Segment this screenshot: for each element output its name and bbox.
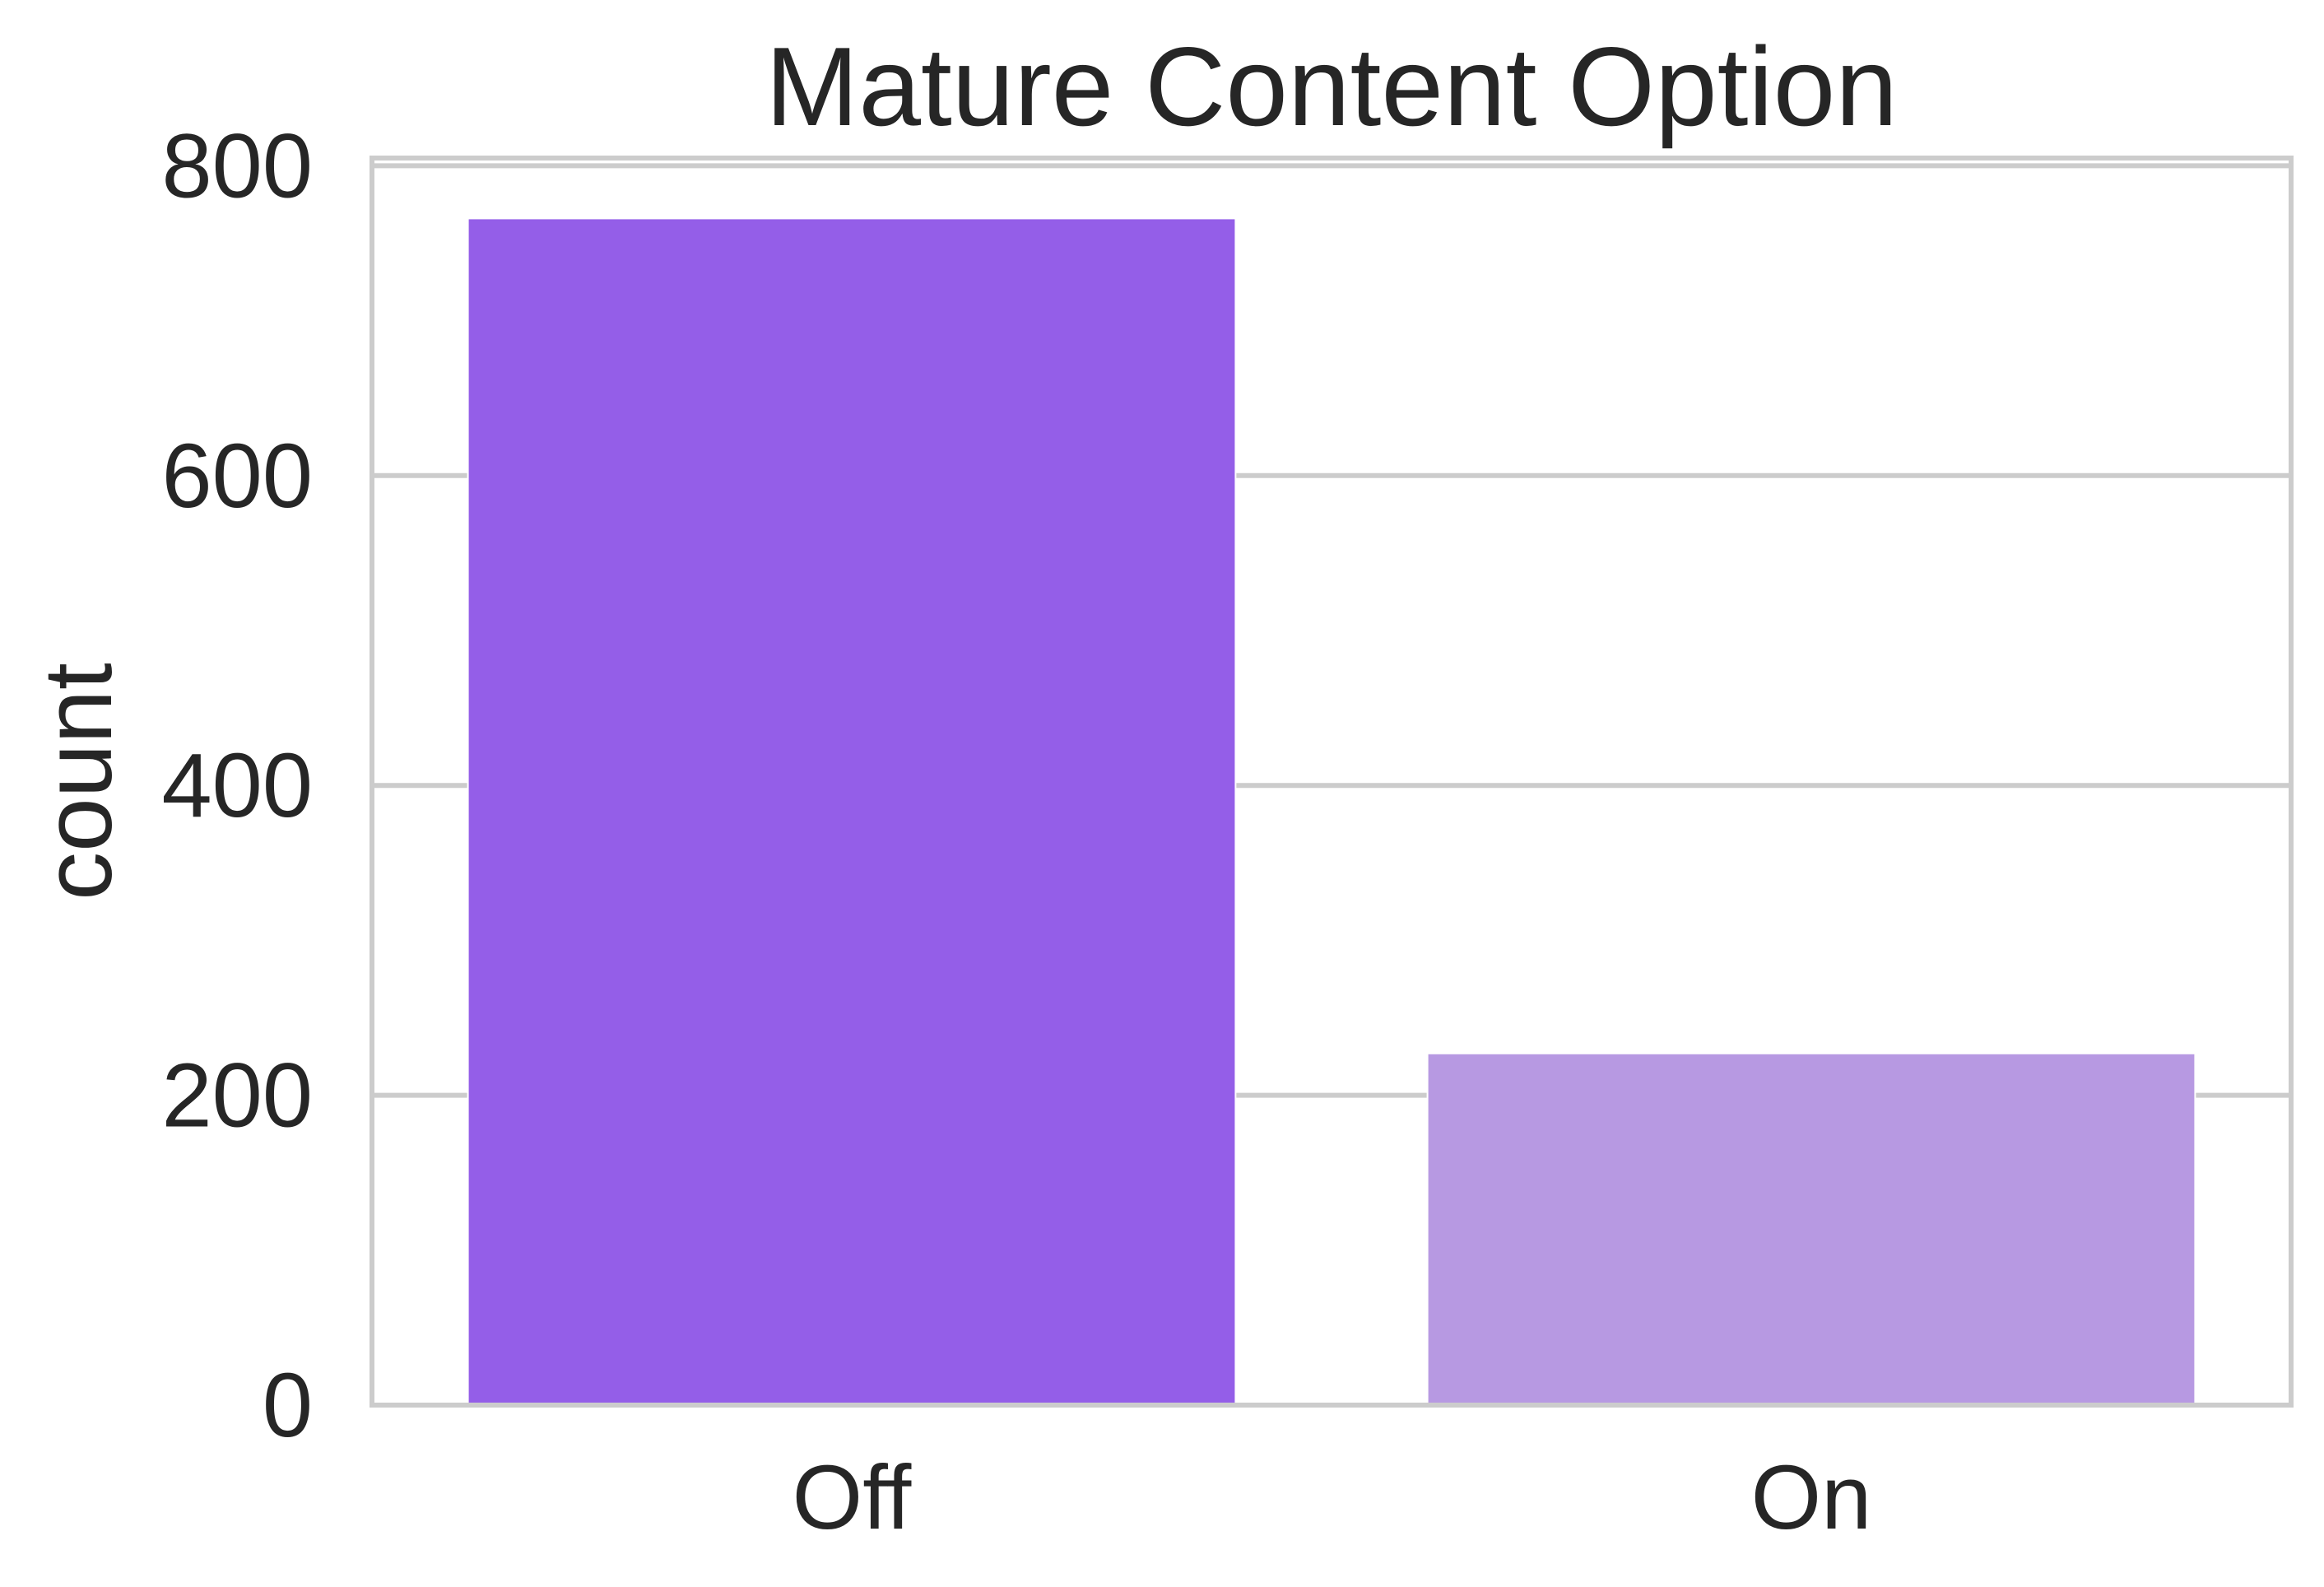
bar-on bbox=[1426, 1052, 2196, 1406]
y-tick-label-0: 0 bbox=[263, 1355, 313, 1456]
x-tick-labels: Off On bbox=[792, 1447, 1872, 1548]
y-tick-label-200: 200 bbox=[161, 1045, 313, 1147]
y-tick-labels: 0 200 400 600 800 bbox=[161, 115, 313, 1456]
y-tick-label-400: 400 bbox=[161, 735, 313, 836]
x-tick-label-off: Off bbox=[792, 1447, 912, 1548]
y-tick-label-800: 800 bbox=[161, 115, 313, 216]
x-tick-label-on: On bbox=[1751, 1447, 1872, 1548]
bars bbox=[467, 217, 2196, 1407]
y-axis-label: count bbox=[24, 663, 132, 901]
chart-title: Mature Content Option bbox=[765, 24, 1898, 149]
plot-frame bbox=[370, 156, 2294, 1408]
bar-off bbox=[467, 217, 1237, 1407]
y-tick-label-600: 600 bbox=[161, 426, 313, 527]
